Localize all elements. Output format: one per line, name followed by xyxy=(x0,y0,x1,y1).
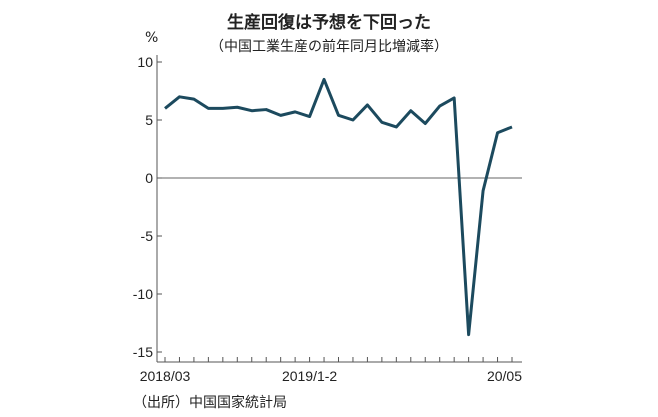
x-tick-label: 2019/1-2 xyxy=(282,368,337,384)
chart-title: 生産回復は予想を下回った xyxy=(227,13,431,33)
y-tick-label: 0 xyxy=(145,170,153,186)
x-tick-label: 2018/03 xyxy=(140,368,191,384)
y-tick-label: -5 xyxy=(141,228,154,244)
x-tick-label: 20/05 xyxy=(487,368,522,384)
y-tick-label: -15 xyxy=(133,344,153,360)
source-note: （出所）中国国家統計局 xyxy=(133,395,287,411)
y-tick-label: 10 xyxy=(137,54,153,70)
y-tick-label: 5 xyxy=(145,112,153,128)
chart-subtitle: （中国工業生産の前年同月比増減率） xyxy=(210,39,448,55)
series-line xyxy=(164,77,513,337)
y-tick-label: -10 xyxy=(133,286,153,302)
y-axis-unit: % xyxy=(145,30,159,46)
